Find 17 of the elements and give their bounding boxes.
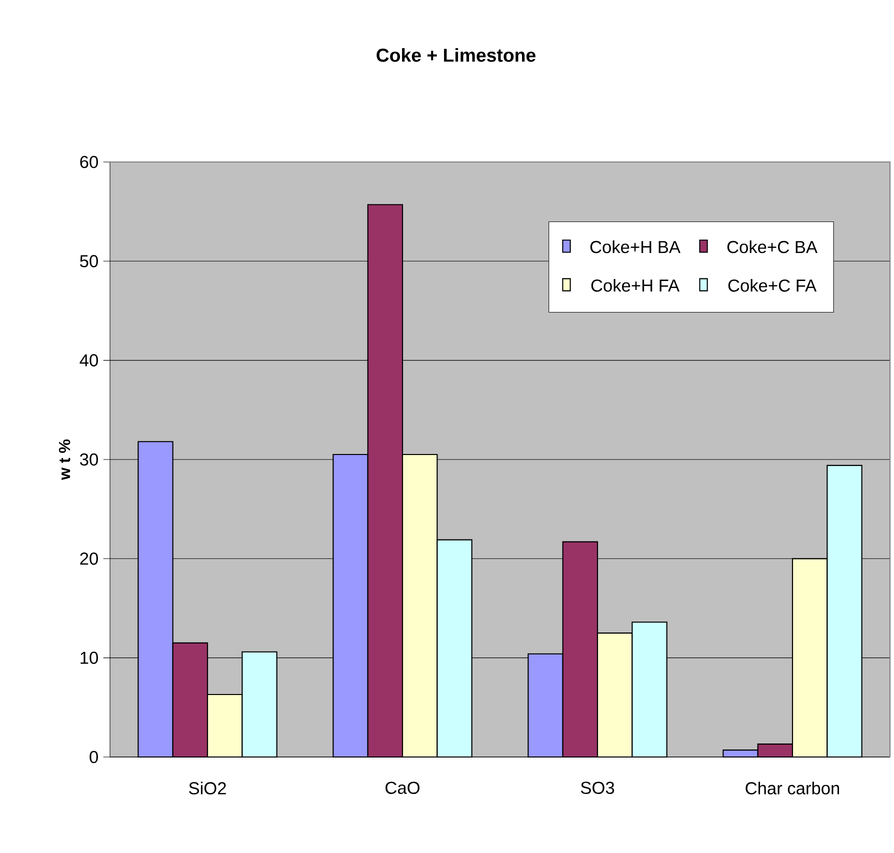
legend-label: Coke+C FA bbox=[728, 278, 817, 292]
x-tick-label: SiO2 bbox=[189, 782, 226, 794]
x-tick-label: Char carbon bbox=[746, 782, 840, 794]
legend-label: Coke+C BA bbox=[727, 240, 818, 254]
y-axis-title: w t % bbox=[58, 439, 70, 480]
y-tick-label: 10 bbox=[80, 652, 98, 664]
x-tick-label: SO3 bbox=[580, 782, 614, 794]
legend-label: Coke+H FA bbox=[591, 278, 680, 292]
y-tick-label: 40 bbox=[80, 354, 98, 366]
legend-label: Coke+H BA bbox=[590, 240, 680, 254]
y-tick-label: 0 bbox=[90, 750, 98, 764]
y-tick-label: 50 bbox=[80, 255, 98, 268]
chart-title: Coke + Limestone bbox=[376, 48, 536, 62]
x-tick-label: CaO bbox=[386, 782, 420, 794]
y-tick-label: 30 bbox=[80, 453, 98, 466]
y-tick-label: 20 bbox=[80, 552, 98, 565]
y-tick-label: 60 bbox=[80, 156, 98, 168]
